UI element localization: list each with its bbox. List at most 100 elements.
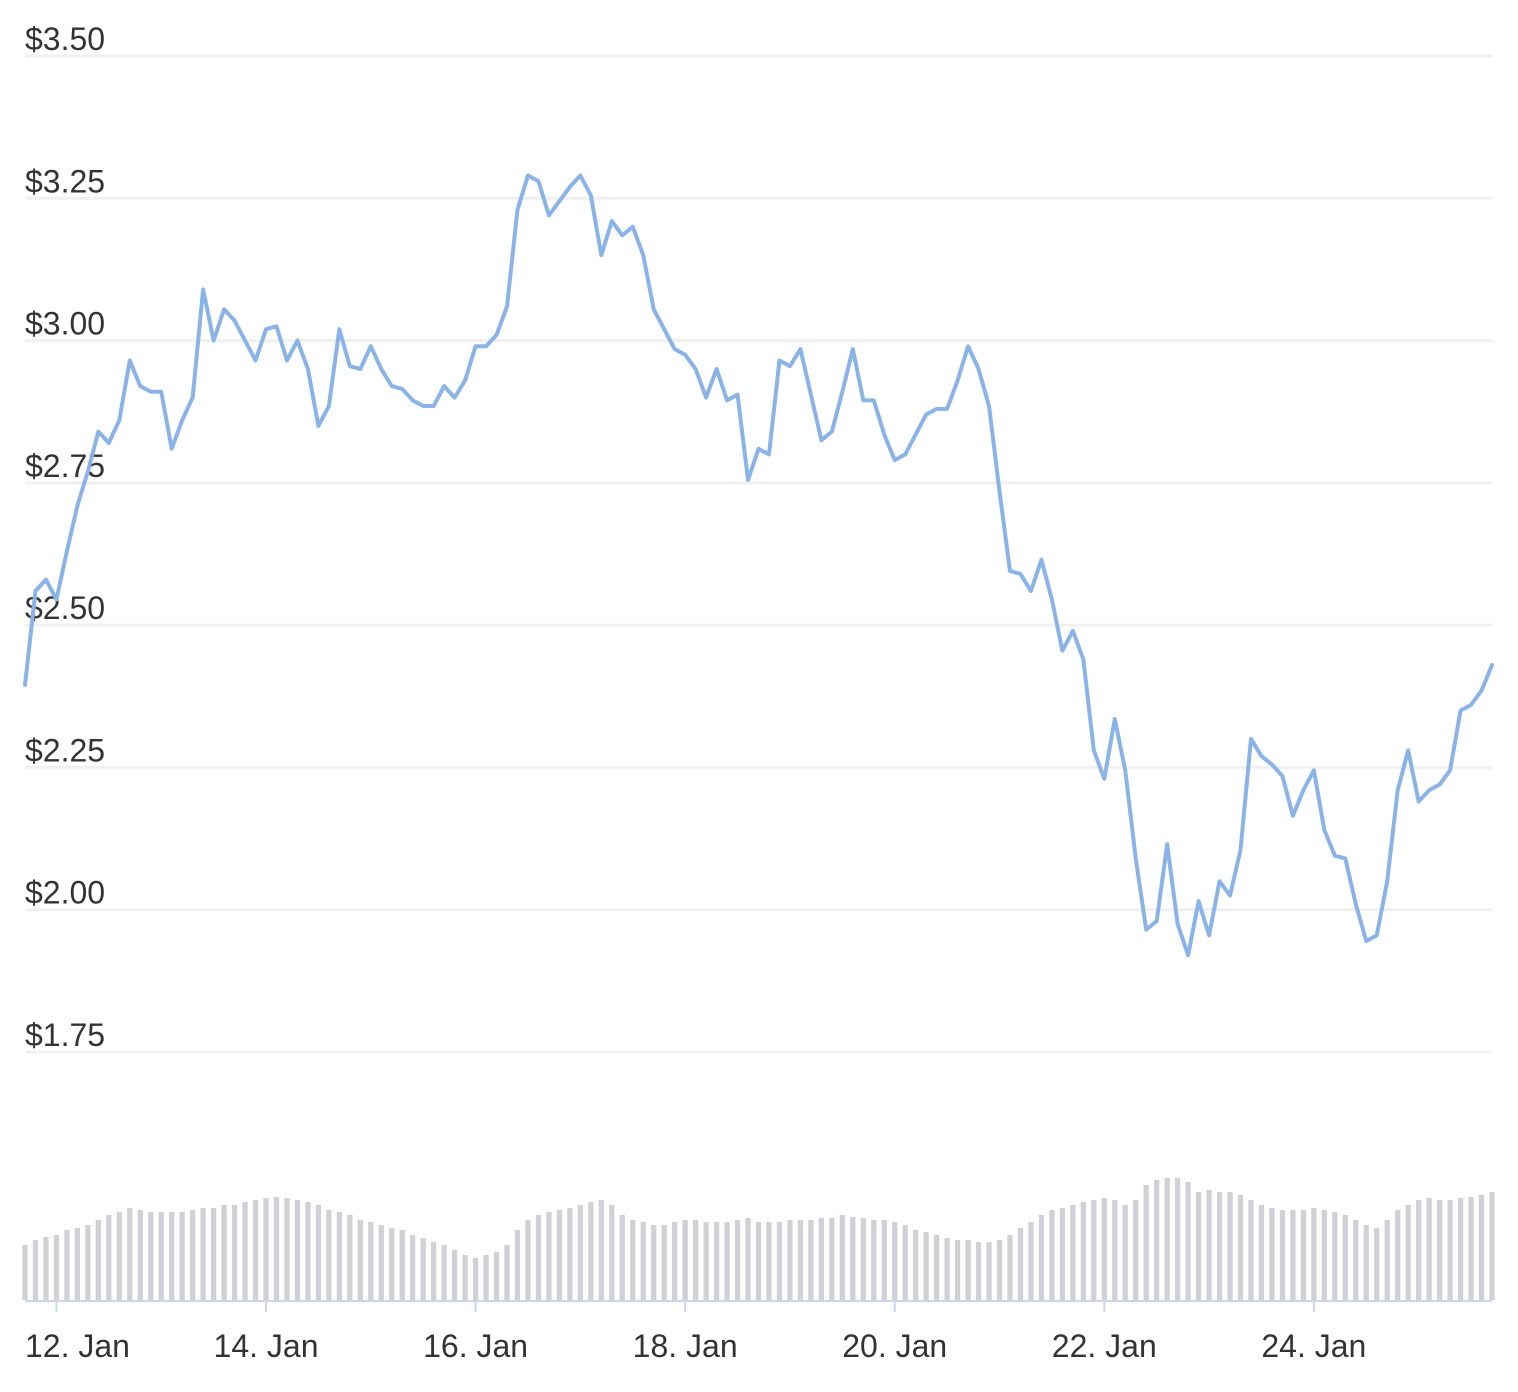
x-tick-label: 12. Jan [25, 1328, 130, 1364]
volume-bar [1049, 1210, 1055, 1300]
volume-bar [315, 1205, 322, 1300]
volume-bar [1332, 1212, 1338, 1300]
volume-bar [577, 1205, 583, 1300]
y-tick-label: $3.25 [25, 163, 105, 199]
volume-bar [619, 1215, 625, 1300]
volume-bar [200, 1208, 206, 1300]
volume-bar [1321, 1210, 1327, 1300]
volume-bar [1416, 1200, 1422, 1300]
volume-bar [53, 1235, 60, 1300]
volume-bar [1405, 1205, 1411, 1300]
volume-bar [1489, 1192, 1495, 1300]
volume-bar [368, 1222, 374, 1300]
volume-bar [923, 1232, 929, 1300]
volume-bar [724, 1222, 730, 1300]
volume-bar [703, 1222, 709, 1300]
volume-bar [1206, 1190, 1212, 1300]
volume-bar [190, 1210, 196, 1300]
volume-bar [483, 1255, 489, 1300]
volume-bar [221, 1205, 227, 1300]
volume-bar [347, 1215, 353, 1300]
volume-bar [472, 1258, 479, 1300]
volume-bar [651, 1225, 657, 1300]
volume-bar [336, 1212, 342, 1300]
volume-bar [158, 1212, 164, 1300]
volume-bar [1384, 1220, 1390, 1300]
volume-bar [263, 1198, 269, 1300]
volume-bar [1185, 1182, 1191, 1300]
volume-bar [441, 1245, 447, 1300]
volume-bar [682, 1220, 688, 1300]
volume-bar [839, 1215, 845, 1300]
volume-bar [378, 1225, 384, 1300]
volume-bar [996, 1240, 1003, 1300]
volume-bar [598, 1200, 604, 1300]
volume-bar [1154, 1180, 1160, 1300]
volume-bar [22, 1245, 28, 1300]
volume-bar [1447, 1200, 1453, 1300]
volume-bar [32, 1240, 39, 1300]
price-line [23, 173, 1494, 958]
volume-bar [944, 1238, 950, 1300]
volume-bar [713, 1222, 720, 1300]
volume-bar [399, 1230, 405, 1300]
volume-bar [850, 1217, 856, 1300]
volume-bar [273, 1197, 280, 1300]
volume-bar [1195, 1192, 1202, 1300]
volume-bar [1101, 1198, 1107, 1300]
y-tick-label: $1.75 [25, 1017, 105, 1053]
volume-bar [881, 1220, 887, 1300]
volume-bar [1248, 1200, 1254, 1300]
volume-bar [137, 1210, 143, 1300]
volume-bar [1164, 1178, 1170, 1300]
volume-bar [1038, 1215, 1045, 1300]
volume-bar [294, 1200, 301, 1300]
x-tick-label: 18. Jan [633, 1328, 738, 1364]
volume-bar [860, 1218, 866, 1300]
x-tick-label: 22. Jan [1052, 1328, 1157, 1364]
volume-bar [514, 1230, 521, 1300]
volume-bar [1175, 1178, 1181, 1300]
volume-bar [745, 1218, 751, 1300]
volume-bar [965, 1240, 971, 1300]
volume-bar [546, 1212, 552, 1300]
volume-bar [1133, 1200, 1139, 1300]
volume-bar [661, 1225, 667, 1300]
volume-bar [1059, 1208, 1065, 1300]
x-tick-label: 20. Jan [842, 1328, 947, 1364]
x-tick-label: 16. Jan [423, 1328, 528, 1364]
volume-bar [305, 1202, 311, 1300]
volume-bar [504, 1245, 510, 1300]
volume-bar [493, 1252, 500, 1300]
volume-bar [871, 1220, 877, 1300]
volume-bar [776, 1222, 783, 1300]
volume-bar [1279, 1210, 1286, 1300]
volume-bar [1258, 1205, 1265, 1300]
volume-bar [252, 1200, 259, 1300]
volume-bar [1457, 1198, 1464, 1300]
x-tick-label: 14. Jan [214, 1328, 319, 1364]
volume-bar [1017, 1228, 1024, 1300]
volume-bar [106, 1215, 112, 1300]
volume-bar [808, 1220, 814, 1300]
volume-bar [148, 1212, 154, 1300]
volume-bar [609, 1205, 615, 1300]
volume-bar [630, 1220, 636, 1300]
volume-bar [326, 1210, 332, 1300]
volume-bar [1426, 1198, 1432, 1300]
volume-bar [1028, 1222, 1034, 1300]
volume-bar [829, 1218, 835, 1300]
volume-bar [389, 1228, 395, 1300]
volume-bar [556, 1210, 563, 1300]
volume-bar [818, 1218, 824, 1300]
volume-bar [1436, 1200, 1443, 1300]
volume-bar [934, 1235, 940, 1300]
volume-bar [1374, 1228, 1380, 1300]
volume-bar [284, 1198, 290, 1300]
volume-bar [986, 1242, 992, 1300]
volume-bar [1007, 1235, 1013, 1300]
volume-bar [567, 1208, 573, 1300]
x-tick-label: 24. Jan [1261, 1328, 1366, 1364]
